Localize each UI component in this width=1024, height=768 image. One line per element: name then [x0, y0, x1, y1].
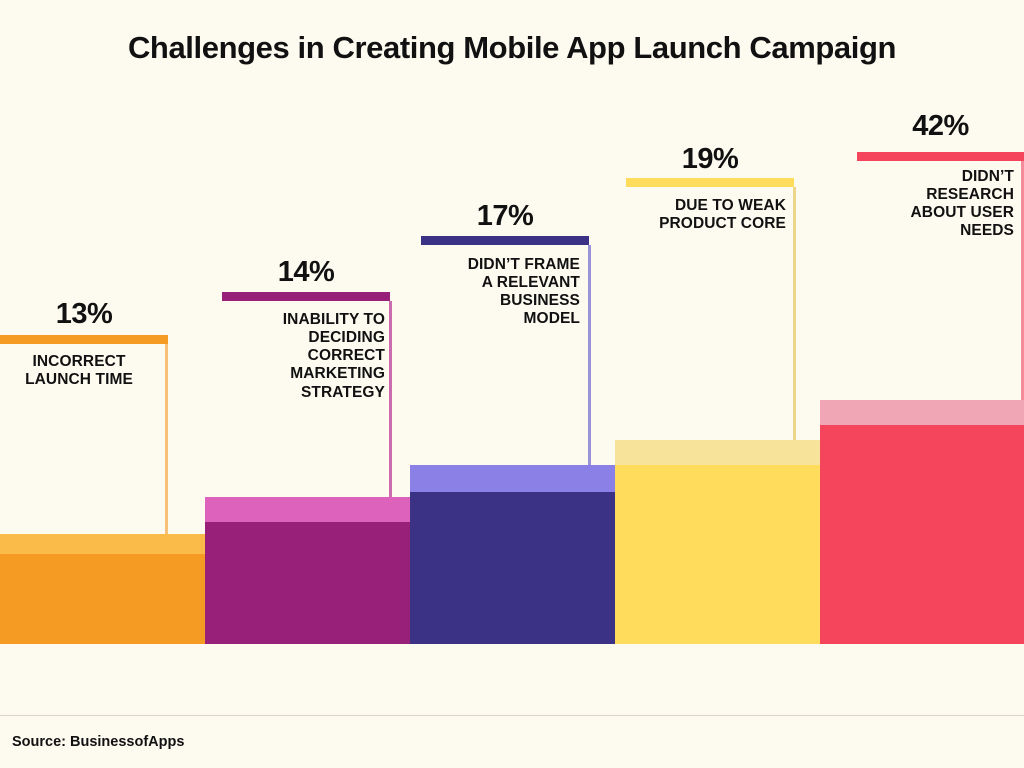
category-line: ABOUT USER: [910, 204, 1014, 222]
value-rule-2: [222, 292, 390, 301]
bar-body-2: [205, 522, 410, 644]
source-attribution: Source: BusinessofApps: [12, 734, 185, 750]
category-line: DIDN’T: [961, 168, 1014, 185]
value-rule-4: [626, 178, 794, 187]
category-label-2: INABILITY TO DECIDING CORRECT MARKETING …: [232, 311, 385, 402]
footer-divider: [0, 715, 1024, 716]
bar-body-4: [615, 465, 820, 644]
category-line: DIDN’T FRAME: [467, 256, 580, 273]
value-label-3: 17%: [476, 200, 534, 232]
value-stem-2: [389, 301, 392, 499]
bar-group-3: [410, 0, 615, 644]
category-line: A RELEVANT: [481, 274, 580, 292]
plot-area: 13% INCORRECT LAUNCH TIME 14% INABILITY …: [0, 0, 1024, 644]
bar-cap-1: [0, 534, 205, 554]
category-line: MARKETING: [290, 365, 385, 383]
category-line: RESEARCH: [926, 186, 1014, 204]
category-line: PRODUCT CORE: [659, 215, 786, 233]
bar-body-5: [820, 425, 1024, 644]
value-rule-3: [421, 236, 589, 245]
value-label-1: 13%: [55, 298, 113, 330]
bar-cap-5: [820, 400, 1024, 425]
category-label-5: DIDN’T RESEARCH ABOUT USER NEEDS: [862, 168, 1014, 241]
bar-cap-4: [615, 440, 820, 465]
category-line: BUSINESS: [499, 292, 580, 310]
bar-group-5: [820, 0, 1024, 644]
category-label-3: DIDN’T FRAME A RELEVANT BUSINESS MODEL: [430, 256, 580, 329]
value-stem-3: [588, 245, 591, 467]
value-label-4: 19%: [681, 143, 739, 175]
category-line: STRATEGY: [300, 383, 385, 401]
bar-body-3: [410, 492, 615, 644]
value-rule-5: [857, 152, 1024, 161]
bar-group-2: [205, 0, 410, 644]
category-line: INABILITY TO: [282, 311, 385, 328]
bar-group-4: [615, 0, 820, 644]
value-rule-1: [0, 335, 168, 344]
value-stem-4: [793, 187, 796, 442]
category-line: MODEL: [523, 310, 580, 328]
category-line: DUE TO WEAK: [674, 197, 786, 214]
category-label-1: INCORRECT LAUNCH TIME: [0, 353, 158, 389]
bar-cap-2: [205, 497, 410, 522]
bar-body-1: [0, 554, 205, 644]
bar-cap-3: [410, 465, 615, 492]
category-label-4: DUE TO WEAK PRODUCT CORE: [630, 197, 786, 233]
category-line: INCORRECT: [32, 353, 126, 370]
category-line: NEEDS: [960, 222, 1014, 240]
value-label-2: 14%: [277, 256, 335, 288]
category-line: LAUNCH TIME: [25, 371, 133, 389]
category-line: CORRECT: [307, 347, 385, 365]
value-label-5: 42%: [912, 110, 969, 142]
value-stem-5: [1021, 161, 1024, 401]
page-title: Challenges in Creating Mobile App Launch…: [127, 30, 897, 65]
category-line: DECIDING: [308, 329, 385, 347]
bar-group-1: [0, 0, 205, 644]
value-stem-1: [165, 344, 168, 536]
